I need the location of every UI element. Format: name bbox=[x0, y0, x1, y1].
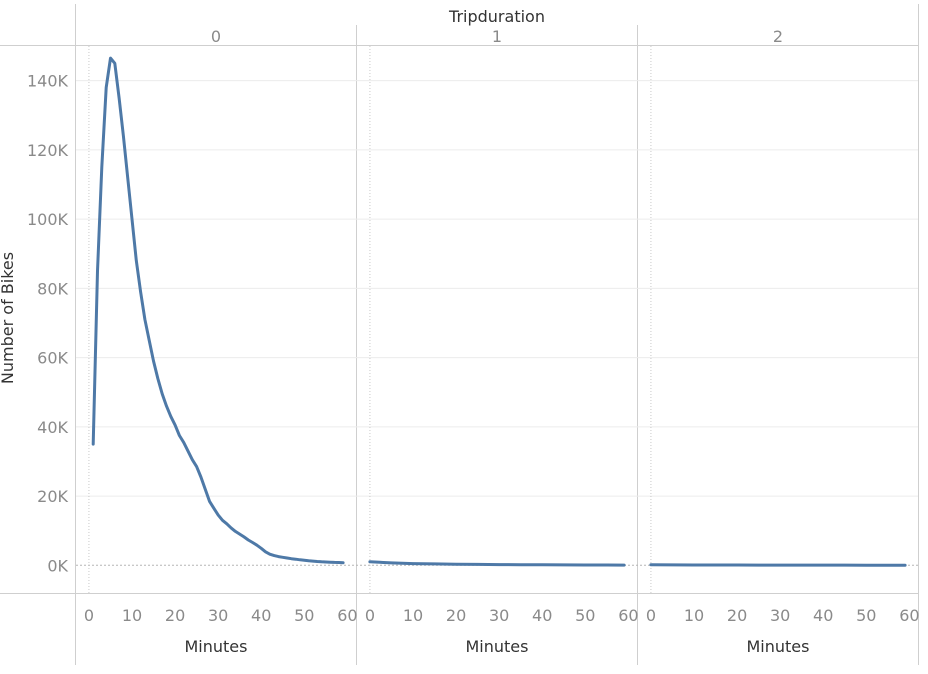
x-tick-label: 40 bbox=[813, 606, 833, 625]
x-tick-label: 50 bbox=[294, 606, 314, 625]
x-tick-label: 50 bbox=[856, 606, 876, 625]
x-tick-label: 60 bbox=[899, 606, 919, 625]
x-tick-label: 30 bbox=[770, 606, 790, 625]
panel-header-0: 0 bbox=[211, 27, 221, 46]
x-tick-label: 20 bbox=[446, 606, 466, 625]
y-tick-label: 100K bbox=[27, 210, 69, 229]
x-tick-label: 40 bbox=[532, 606, 552, 625]
x-tick-label: 30 bbox=[208, 606, 228, 625]
series-line-panel-0 bbox=[91, 56, 345, 565]
y-axis-title: Number of Bikes bbox=[0, 252, 17, 384]
x-tick-label: 10 bbox=[403, 606, 423, 625]
x-tick-label: 50 bbox=[575, 606, 595, 625]
x-tick-label: 10 bbox=[684, 606, 704, 625]
y-tick-label: 140K bbox=[27, 72, 69, 91]
x-tick-label: 40 bbox=[251, 606, 271, 625]
x-tick-label: 20 bbox=[727, 606, 747, 625]
x-tick-label: 60 bbox=[337, 606, 357, 625]
x-axis-title-0: Minutes bbox=[185, 637, 248, 656]
x-tick-label: 30 bbox=[489, 606, 509, 625]
panel-header-2: 2 bbox=[773, 27, 783, 46]
y-tick-label: 60K bbox=[37, 349, 68, 368]
x-tick-label: 20 bbox=[165, 606, 185, 625]
y-tick-label: 0K bbox=[47, 556, 68, 575]
y-tick-label: 120K bbox=[27, 141, 69, 160]
y-tick-label: 20K bbox=[37, 487, 68, 506]
x-tick-label: 10 bbox=[122, 606, 142, 625]
x-axis-title-1: Minutes bbox=[466, 637, 529, 656]
x-tick-label: 60 bbox=[618, 606, 638, 625]
y-tick-label: 40K bbox=[37, 418, 68, 437]
x-axis-title-2: Minutes bbox=[747, 637, 810, 656]
panel-header-1: 1 bbox=[492, 27, 502, 46]
series-line-panel-1 bbox=[368, 560, 626, 567]
x-tick-label: 0 bbox=[646, 606, 656, 625]
chart-title: Tripduration bbox=[448, 7, 545, 26]
x-tick-label: 0 bbox=[365, 606, 375, 625]
y-tick-label: 80K bbox=[37, 279, 68, 298]
x-tick-label: 0 bbox=[84, 606, 94, 625]
